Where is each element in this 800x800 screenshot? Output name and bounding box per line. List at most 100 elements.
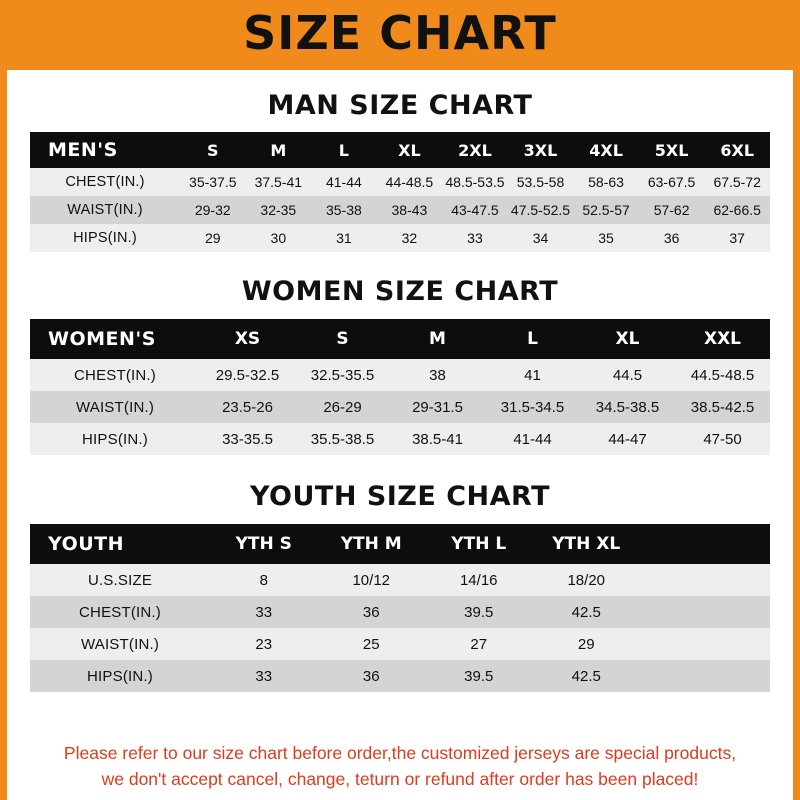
- youth-section-title: YOUTH SIZE CHART: [249, 481, 551, 512]
- cell: 53.5-58: [516, 174, 565, 190]
- page-title: SIZE CHART: [243, 6, 557, 60]
- cell: 58-63: [588, 174, 624, 190]
- cell: 32: [401, 230, 418, 246]
- footer-note-line-1: Please refer to our size chart before or…: [63, 743, 737, 764]
- cell: 38.5-41: [412, 430, 463, 448]
- cell: 38.5-42.5: [690, 398, 755, 416]
- cell: 31.5-34.5: [500, 398, 565, 416]
- table-row: HIPS(IN.) 33 36 39.5 42.5: [30, 660, 770, 692]
- row-label-chest: CHEST(IN.): [74, 366, 156, 384]
- cell: 37.5-41: [254, 174, 303, 190]
- table-row: CHEST(IN.) 35-37.5 37.5-41 41-44 44-48.5…: [30, 168, 770, 196]
- row-label-waist: WAIST(IN.): [75, 398, 155, 416]
- cell-spacer: [640, 628, 770, 660]
- header-cell-yth-l: YTH L: [451, 534, 507, 554]
- table-row: CHEST(IN.) 29.5-32.5 32.5-35.5 38 41 44.…: [30, 359, 770, 391]
- table-row: WAIST(IN.) 29-32 32-35 35-38 38-43 43-47…: [30, 196, 770, 224]
- header-cell-xxl: XXL: [703, 329, 742, 349]
- header-cell-4xl: 4XL: [589, 140, 623, 160]
- table-row: WAIST(IN.) 23 25 27 29: [30, 628, 770, 660]
- cell: 43-47.5: [451, 202, 499, 218]
- cell: 34: [532, 230, 549, 246]
- header-cell-rowlabel: YOUTH: [48, 533, 125, 555]
- cell: 30: [270, 230, 287, 246]
- cell: 32.5-35.5: [310, 366, 375, 384]
- table-row: U.S.SIZE 8 10/12 14/16 18/20: [30, 564, 770, 596]
- header-cell-s: S: [336, 329, 349, 349]
- row-label-hips: HIPS(IN.): [87, 667, 153, 685]
- header-cell-l: L: [338, 140, 349, 160]
- row-label-us-size: U.S.SIZE: [87, 571, 153, 589]
- cell: 33: [255, 603, 273, 621]
- header-cell-m: M: [429, 329, 446, 349]
- man-table-header: MEN'S S M L XL 2XL 3XL 4XL 5XL 6XL: [30, 132, 770, 168]
- cell: 35: [598, 230, 614, 246]
- youth-size-table: YOUTH YTH S YTH M YTH L YTH XL U.S.SIZE …: [30, 524, 770, 692]
- header-banner: SIZE CHART: [0, 0, 800, 70]
- cell: 41: [524, 366, 541, 384]
- women-section-title: WOMEN SIZE CHART: [241, 276, 559, 307]
- row-label-hips: HIPS(IN.): [73, 230, 137, 246]
- footer-note: Please refer to our size chart before or…: [7, 741, 793, 792]
- table-header-row: MEN'S S M L XL 2XL 3XL 4XL 5XL 6XL: [30, 132, 770, 168]
- cell: 48.5-53.5: [445, 174, 505, 190]
- cell: 63-67.5: [647, 174, 696, 190]
- women-table-body: CHEST(IN.) 29.5-32.5 32.5-35.5 38 41 44.…: [30, 359, 770, 455]
- cell: 33-35.5: [222, 430, 273, 448]
- header-cell-l: L: [527, 329, 538, 349]
- row-label-waist: WAIST(IN.): [67, 202, 143, 218]
- cell: 29-32: [194, 202, 231, 218]
- row-label-chest: CHEST(IN.): [65, 174, 145, 190]
- women-size-table: WOMEN'S XS S M L XL XXL CHEST(IN.) 29.5-…: [30, 319, 770, 455]
- man-section-title: MAN SIZE CHART: [267, 90, 533, 121]
- table-header-row: YOUTH YTH S YTH M YTH L YTH XL: [30, 524, 770, 564]
- cell: 34.5-38.5: [595, 398, 660, 416]
- table-row: HIPS(IN.) 33-35.5 35.5-38.5 38.5-41 41-4…: [30, 423, 770, 455]
- cell: 29.5-32.5: [215, 366, 280, 384]
- table-row: CHEST(IN.) 33 36 39.5 42.5: [30, 596, 770, 628]
- youth-table-header: YOUTH YTH S YTH M YTH L YTH XL: [30, 524, 770, 564]
- cell: 31: [336, 230, 352, 246]
- cell: 10/12: [352, 571, 391, 589]
- header-cell-rowlabel: MEN'S: [48, 139, 118, 161]
- cell: 26-29: [323, 398, 362, 416]
- cell: 41-44: [513, 430, 552, 448]
- youth-table-body: U.S.SIZE 8 10/12 14/16 18/20 CHEST(IN.) …: [30, 564, 770, 692]
- cell: 33: [467, 230, 483, 246]
- header-cell-3xl: 3XL: [523, 140, 558, 160]
- header-cell-s: S: [207, 140, 219, 160]
- women-table-header: WOMEN'S XS S M L XL XXL: [30, 319, 770, 359]
- header-cell-rowlabel: WOMEN'S: [48, 328, 156, 350]
- cell: 42.5: [571, 667, 601, 685]
- table-row: WAIST(IN.) 23.5-26 26-29 29-31.5 31.5-34…: [30, 391, 770, 423]
- cell: 44-48.5: [385, 174, 434, 190]
- cell: 23.5-26: [222, 398, 273, 416]
- cell: 29: [204, 230, 221, 246]
- cell: 44.5: [612, 366, 643, 384]
- cell-spacer: [640, 596, 770, 628]
- cell: 35.5-38.5: [310, 430, 375, 448]
- row-label-hips: HIPS(IN.): [82, 430, 148, 448]
- cell: 27: [470, 635, 488, 653]
- cell: 39.5: [464, 667, 494, 685]
- man-size-table: MEN'S S M L XL 2XL 3XL 4XL 5XL 6XL CHEST…: [30, 132, 770, 252]
- cell: 14/16: [459, 571, 498, 589]
- cell-spacer: [640, 564, 770, 596]
- cell: 36: [362, 603, 380, 621]
- cell: 35-38: [325, 202, 362, 218]
- cell: 8: [259, 571, 268, 589]
- cell: 44-47: [608, 430, 647, 448]
- header-cell-5xl: 5XL: [654, 140, 689, 160]
- cell: 18/20: [567, 571, 606, 589]
- cell-spacer: [640, 660, 770, 692]
- header-cell-m: M: [270, 140, 287, 160]
- header-cell-6xl: 6XL: [720, 140, 755, 160]
- footer-note-line-2: we don't accept cancel, change, teturn o…: [101, 768, 699, 789]
- cell: 39.5: [464, 603, 494, 621]
- header-cell-yth-s: YTH S: [235, 534, 292, 554]
- cell: 38-43: [391, 202, 428, 218]
- cell: 36: [663, 230, 680, 246]
- header-cell-spacer: [640, 524, 770, 564]
- cell: 62-66.5: [713, 202, 761, 218]
